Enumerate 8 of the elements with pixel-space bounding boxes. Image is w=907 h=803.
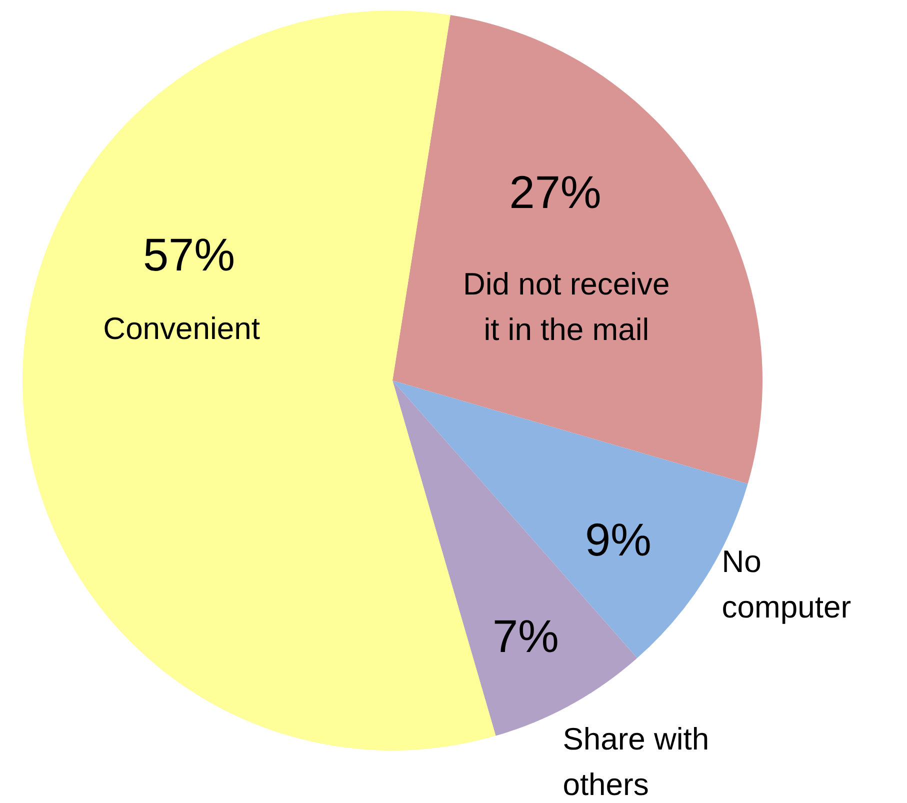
data-label: 27% xyxy=(509,166,602,218)
slice-label: Share with others xyxy=(562,721,710,802)
data-label: 57% xyxy=(142,228,236,281)
data-label: 9% xyxy=(584,514,652,566)
slice-label: Did not receive it in the mail xyxy=(463,266,670,347)
slice-label: No computer xyxy=(722,544,852,624)
data-label: 7% xyxy=(492,610,559,662)
slice-label: Convenient xyxy=(103,311,260,346)
